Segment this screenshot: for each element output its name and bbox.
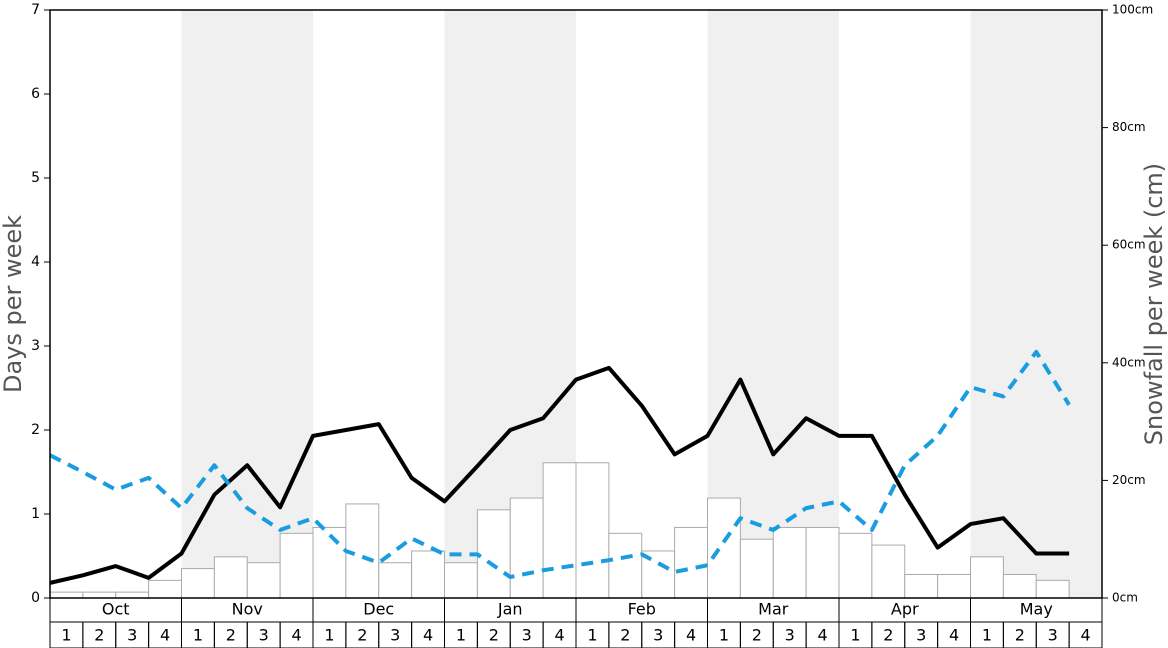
y2-tick-label: 60cm xyxy=(1112,238,1146,252)
y2-axis-label: Snowfall per week (cm) xyxy=(1140,163,1168,445)
month-label: Mar xyxy=(758,600,789,619)
y-tick-label: 0 xyxy=(31,590,40,606)
bar xyxy=(608,532,643,599)
x-tick-label: 4 xyxy=(554,626,564,645)
week-cell xyxy=(1068,621,1103,648)
bar xyxy=(1002,573,1037,599)
y2-tick-label: 80cm xyxy=(1112,120,1146,134)
x-tick-label: 4 xyxy=(949,626,959,645)
line xyxy=(49,365,1070,585)
x-tick-label: 1 xyxy=(850,626,860,645)
month-label: Oct xyxy=(102,600,130,619)
x-tick-label: 2 xyxy=(357,626,367,645)
bar xyxy=(82,591,117,599)
month-label: Dec xyxy=(363,600,394,619)
x-tick-label: 1 xyxy=(324,626,334,645)
y-tick-label: 6 xyxy=(31,86,40,102)
bar xyxy=(246,562,281,599)
month-label: May xyxy=(1020,600,1053,619)
bar xyxy=(444,562,478,599)
x-tick-label: 1 xyxy=(61,626,71,645)
bar xyxy=(181,568,215,599)
bar xyxy=(115,591,150,599)
x-tick-label: 3 xyxy=(916,626,926,645)
x-tick-label: 2 xyxy=(883,626,893,645)
month-shade xyxy=(970,10,1102,598)
x-tick-label: 4 xyxy=(291,626,301,645)
bar xyxy=(411,550,445,599)
y2-tick-label: 0cm xyxy=(1112,591,1138,605)
y-tick-label: 5 xyxy=(31,170,40,186)
x-tick-label: 3 xyxy=(259,626,269,645)
y2-tick-label: 40cm xyxy=(1112,355,1146,369)
month-label: Nov xyxy=(232,600,263,619)
x-tick-label: 2 xyxy=(1015,626,1025,645)
month-label: Apr xyxy=(891,600,919,619)
bar xyxy=(772,526,807,599)
bar xyxy=(213,556,248,599)
x-tick-label: 2 xyxy=(489,626,499,645)
y-tick-label: 7 xyxy=(31,2,40,18)
bar xyxy=(1035,579,1070,599)
bar xyxy=(904,573,939,599)
x-tick-label: 3 xyxy=(785,626,795,645)
bar xyxy=(937,573,971,599)
x-tick-label: 4 xyxy=(160,626,170,645)
plot-frame xyxy=(49,9,1103,599)
y2-tick-label: 100cm xyxy=(1112,3,1153,17)
x-tick-label: 1 xyxy=(982,626,992,645)
bar xyxy=(49,591,84,599)
y-tick-label: 3 xyxy=(31,338,40,354)
x-tick-label: 3 xyxy=(1048,626,1058,645)
month-label: Feb xyxy=(628,600,656,619)
x-tick-label: 3 xyxy=(127,626,137,645)
bar xyxy=(739,538,774,599)
x-tick-label: 3 xyxy=(390,626,400,645)
x-tick-label: 2 xyxy=(226,626,236,645)
bar xyxy=(378,562,413,599)
x-tick-label: 1 xyxy=(193,626,203,645)
bar xyxy=(312,526,347,599)
bar xyxy=(509,497,544,599)
x-tick-label: 2 xyxy=(752,626,762,645)
x-tick-label: 3 xyxy=(522,626,532,645)
x-tick-label: 4 xyxy=(817,626,827,645)
line xyxy=(49,349,1071,579)
bar xyxy=(838,532,873,599)
y-tick-label: 1 xyxy=(31,506,40,522)
bar xyxy=(279,532,314,599)
bar xyxy=(148,579,182,599)
bar xyxy=(805,526,840,599)
bar xyxy=(674,526,708,599)
bar xyxy=(575,462,610,599)
x-tick-label: 1 xyxy=(456,626,466,645)
y-axis-label: Days per week xyxy=(0,215,27,393)
x-tick-label: 4 xyxy=(686,626,696,645)
bar xyxy=(542,462,577,599)
y-tick-label: 4 xyxy=(31,254,40,270)
x-tick-label: 1 xyxy=(587,626,597,645)
bar xyxy=(871,544,906,599)
bar xyxy=(707,497,741,599)
x-tick-label: 1 xyxy=(719,626,729,645)
month-label: Jan xyxy=(497,600,523,619)
x-tick-label: 2 xyxy=(620,626,630,645)
x-tick-label: 4 xyxy=(1080,626,1090,645)
y2-tick-label: 20cm xyxy=(1112,473,1146,487)
month-shade xyxy=(181,10,313,598)
x-tick-label: 3 xyxy=(653,626,663,645)
bar xyxy=(970,556,1004,599)
x-tick-label: 4 xyxy=(423,626,433,645)
x-tick-label: 2 xyxy=(94,626,104,645)
bar xyxy=(476,509,511,599)
y-tick-label: 2 xyxy=(31,422,40,438)
